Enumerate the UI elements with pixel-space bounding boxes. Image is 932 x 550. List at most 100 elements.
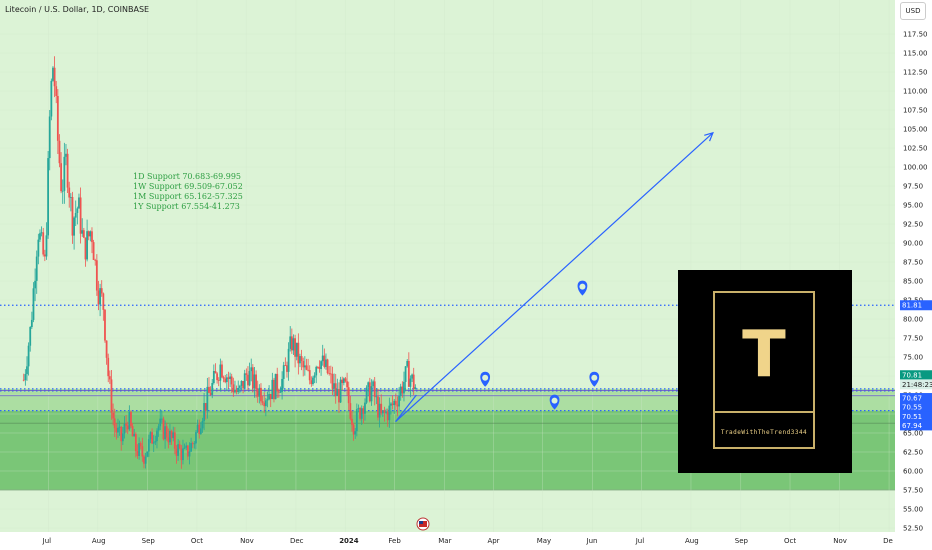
- y-tick-label: 117.50: [903, 31, 928, 39]
- candle-body: [287, 348, 290, 372]
- candle-body: [212, 370, 215, 383]
- candle-body: [300, 356, 303, 361]
- x-tick-label: Jul: [42, 537, 52, 545]
- support-line-1y: 1Y Support 67.554-41.273: [133, 202, 240, 211]
- y-tick-label: 75.00: [903, 354, 923, 362]
- candle-body: [347, 387, 350, 404]
- y-tick-label: 62.50: [903, 449, 923, 457]
- candle-body: [66, 153, 69, 188]
- candle-body: [162, 418, 165, 440]
- candle-body: [238, 385, 241, 388]
- candle-body: [160, 418, 163, 420]
- candle-body: [232, 384, 235, 393]
- x-tick-label: Jun: [586, 537, 598, 545]
- candle-body: [364, 402, 366, 414]
- candle-body: [381, 410, 384, 414]
- x-tick-label: Jul: [635, 537, 645, 545]
- candle-body: [22, 379, 25, 381]
- y-tick-label: 110.00: [903, 88, 928, 96]
- candle-body: [224, 378, 227, 383]
- candle-body: [99, 288, 101, 305]
- y-tick-label: 112.50: [903, 69, 928, 77]
- candle-body: [354, 431, 357, 435]
- price-label-box: [900, 402, 932, 413]
- x-tick-label: Oct: [784, 537, 796, 545]
- candle-body: [154, 441, 157, 443]
- candle-body: [310, 380, 313, 385]
- candle-body: [294, 338, 296, 357]
- x-tick-label: Feb: [388, 537, 401, 545]
- logo-caption: TradeWithTheTrend3344: [720, 429, 808, 436]
- candle-body: [61, 190, 64, 192]
- candle-body: [316, 366, 319, 368]
- candle-body: [380, 403, 383, 414]
- price-axis-background: [895, 0, 932, 532]
- candle-body: [390, 403, 392, 406]
- candle-body: [63, 156, 66, 191]
- candle-body: [167, 437, 170, 443]
- candle-body: [89, 231, 92, 237]
- candle-body: [295, 342, 298, 357]
- candle-body: [131, 426, 134, 437]
- price-label: 67.94: [902, 422, 923, 430]
- support-annotation: 1D Support 70.683-69.995 1W Support 69.5…: [133, 172, 243, 212]
- candle-body: [303, 365, 306, 368]
- candle-body: [151, 432, 153, 444]
- candle-body: [401, 386, 404, 394]
- candle-body: [128, 411, 131, 430]
- y-tick-label: 115.00: [903, 50, 928, 58]
- candle-body: [312, 377, 314, 385]
- candle-body: [170, 430, 173, 439]
- support-line-1w: 1W Support 69.509-67.052: [133, 182, 243, 191]
- candle-body: [183, 447, 186, 449]
- candle-body: [282, 365, 285, 379]
- candle-body: [360, 408, 363, 419]
- x-tick-label: Dec: [290, 537, 304, 545]
- price-label: 70.67: [902, 395, 922, 403]
- candle-body: [214, 370, 217, 374]
- candle-body: [365, 387, 368, 403]
- candle-body: [297, 342, 300, 364]
- candle-body: [251, 367, 254, 389]
- candle-body: [308, 370, 311, 381]
- y-tick-label: 97.50: [903, 183, 923, 191]
- price-label-box: [900, 379, 932, 390]
- candle-body: [105, 340, 108, 358]
- candle-body: [185, 445, 188, 448]
- candle-body: [68, 187, 71, 198]
- candle-body: [186, 445, 189, 457]
- time-axis-background: [0, 532, 932, 550]
- candle-body: [407, 361, 410, 387]
- candle-body: [108, 376, 111, 380]
- candle-body: [123, 423, 126, 434]
- candle-body: [43, 254, 46, 257]
- candle-body: [134, 433, 137, 452]
- candle-body: [91, 231, 93, 243]
- candle-body: [242, 380, 244, 389]
- currency-button[interactable]: USD: [900, 2, 926, 20]
- candle-body: [113, 418, 116, 429]
- x-tick-label: De: [883, 537, 893, 545]
- candle-body: [255, 374, 257, 390]
- candle-body: [346, 381, 348, 388]
- candle-body: [396, 404, 399, 407]
- candle-body: [82, 230, 85, 238]
- us-flag-icon-canton: [419, 521, 423, 524]
- candle-body: [110, 379, 113, 413]
- candle-body: [344, 378, 347, 382]
- candle-body: [263, 402, 266, 407]
- candle-body: [115, 428, 118, 433]
- candle-body: [230, 376, 233, 385]
- candle-body: [318, 366, 321, 370]
- candle-body: [35, 256, 38, 281]
- map-pin-hole: [579, 283, 586, 290]
- candle-body: [273, 379, 275, 400]
- candle-body: [284, 365, 287, 367]
- candle-body: [373, 381, 376, 397]
- candle-body: [204, 403, 207, 411]
- candle-body: [136, 451, 139, 456]
- candle-body: [336, 389, 339, 397]
- candle-body: [81, 230, 84, 234]
- y-tick-label: 95.00: [903, 202, 923, 210]
